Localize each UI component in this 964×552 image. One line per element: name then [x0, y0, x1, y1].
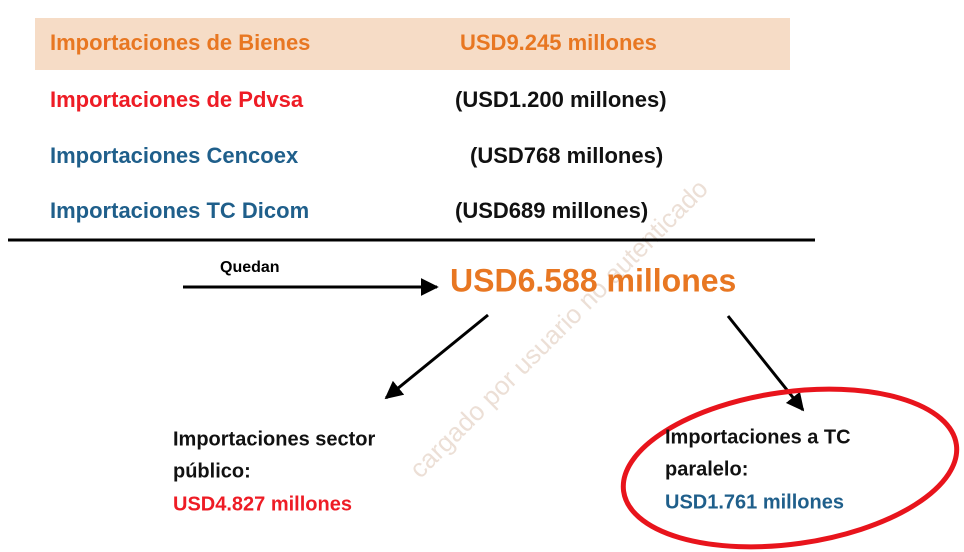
row-value: (USD689 millones): [455, 198, 648, 223]
branch-title: público:: [173, 460, 251, 482]
arrow: [726, 315, 805, 412]
branch-value: USD4.827 millones: [173, 493, 352, 515]
row-label: Importaciones de Pdvsa: [50, 87, 304, 112]
row-label: Importaciones Cencoex: [50, 143, 299, 168]
row-value: USD9.245 millones: [460, 30, 657, 55]
remainder-label: Quedan: [220, 259, 280, 276]
header-band: [35, 18, 790, 70]
branch-value: USD1.761 millones: [665, 491, 844, 513]
row-value: (USD1.200 millones): [455, 87, 667, 112]
remainder-value: USD6.588 millones: [450, 262, 736, 298]
row-value: (USD768 millones): [470, 143, 663, 168]
branch-title: Importaciones a TC: [665, 426, 851, 448]
highlight-ellipse: [620, 386, 960, 550]
branch-title: paralelo:: [665, 458, 748, 480]
arrow: [384, 313, 489, 400]
row-label: Importaciones TC Dicom: [50, 198, 309, 223]
branch-title: Importaciones sector: [173, 428, 376, 450]
row-label: Importaciones de Bienes: [50, 30, 310, 55]
